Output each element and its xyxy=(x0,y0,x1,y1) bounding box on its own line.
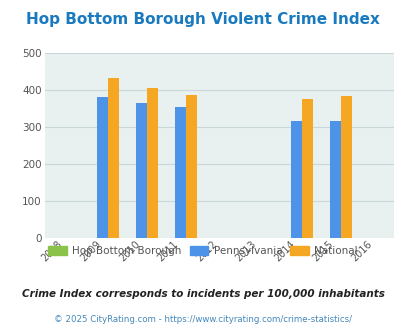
Bar xyxy=(108,78,119,238)
Text: Hop Bottom Borough Violent Crime Index: Hop Bottom Borough Violent Crime Index xyxy=(26,12,379,26)
Bar xyxy=(301,99,312,238)
Legend: Hop Bottom Borough, Pennsylvania, National: Hop Bottom Borough, Pennsylvania, Nation… xyxy=(44,242,361,260)
Text: Crime Index corresponds to incidents per 100,000 inhabitants: Crime Index corresponds to incidents per… xyxy=(21,289,384,299)
Bar xyxy=(97,97,108,238)
Bar xyxy=(329,121,340,238)
Bar xyxy=(136,103,147,238)
Text: © 2025 CityRating.com - https://www.cityrating.com/crime-statistics/: © 2025 CityRating.com - https://www.city… xyxy=(54,315,351,324)
Bar xyxy=(147,88,158,238)
Bar xyxy=(291,121,301,238)
Bar xyxy=(340,96,351,238)
Bar xyxy=(175,107,185,238)
Bar xyxy=(185,95,196,238)
